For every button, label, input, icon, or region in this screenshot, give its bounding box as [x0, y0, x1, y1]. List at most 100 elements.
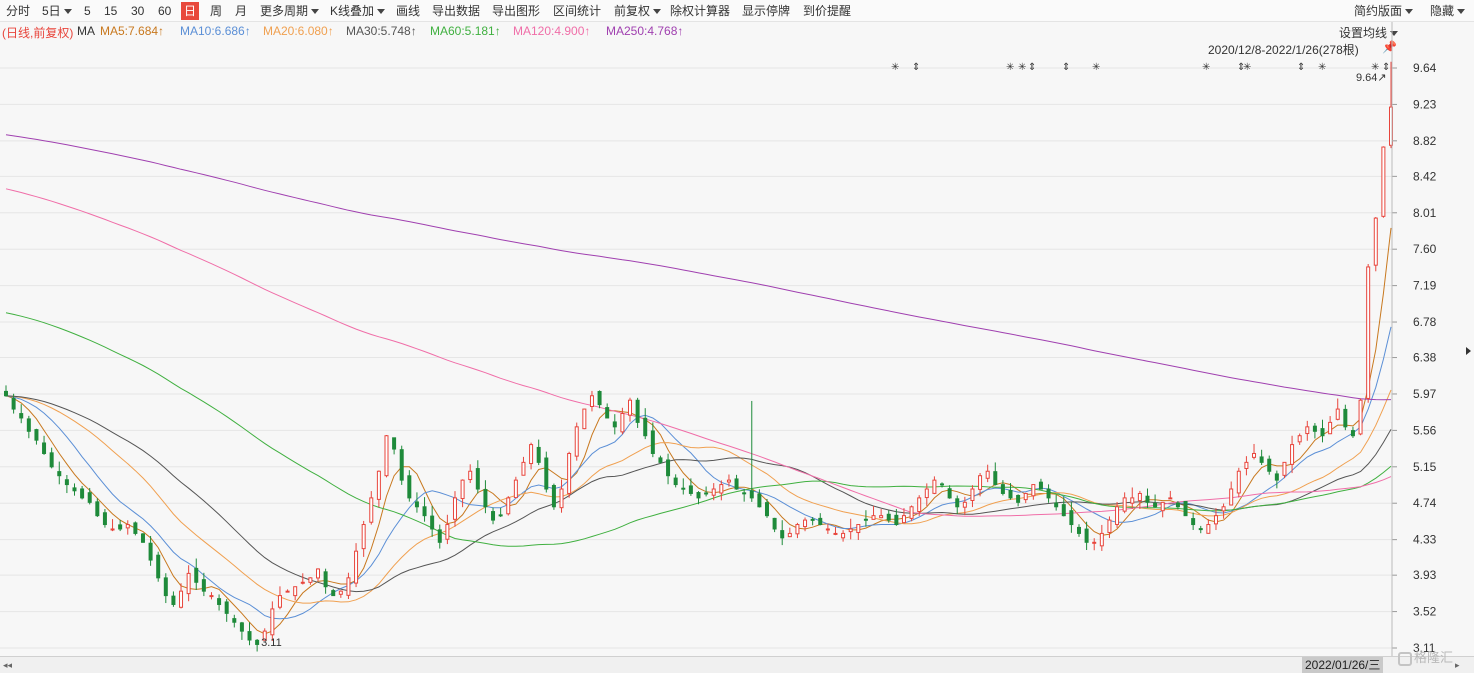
candle-body — [924, 488, 929, 499]
candle-body — [1115, 506, 1120, 525]
candle-body — [780, 530, 785, 539]
set-ma-label: 设置均线 — [1338, 26, 1387, 40]
tab-weekly[interactable]: 周 — [210, 4, 223, 18]
candle-body — [232, 618, 237, 623]
pin-icon[interactable]: 📌 — [1382, 40, 1397, 54]
candle-body — [308, 577, 313, 583]
export-data-button[interactable]: 导出数据 — [432, 4, 481, 18]
candle-body — [894, 514, 899, 526]
candle-body — [1213, 515, 1218, 525]
candle-body — [506, 497, 511, 515]
more-periods-label: 更多周期 — [260, 4, 309, 18]
tab-5day[interactable]: 5日 — [42, 3, 72, 20]
candle-body — [1130, 497, 1135, 504]
period-toolbar: 分时 5日 5 15 30 60 日 周 月 更多周期 K线叠加 画线 导出数据… — [0, 0, 1474, 22]
scroll-left-icon[interactable]: ◂◂ — [3, 660, 13, 670]
candle-body — [300, 581, 305, 584]
more-periods-menu[interactable]: 更多周期 — [260, 3, 320, 20]
y-tick-label: 8.01 — [1413, 206, 1437, 220]
candle-body — [95, 501, 100, 517]
candle-body — [430, 515, 435, 530]
candle-body — [49, 452, 54, 468]
ma30-value: MA30:5.748↑ — [346, 24, 417, 38]
scroll-right-icon[interactable]: ▸ — [1455, 660, 1460, 670]
kline-overlay-label: K线叠加 — [330, 4, 375, 18]
candle-body — [650, 430, 655, 454]
candle-body — [1145, 495, 1150, 503]
tab-intraday[interactable]: 分时 — [6, 4, 31, 18]
candle-body — [1061, 504, 1066, 517]
range-stats-button[interactable]: 区间统计 — [553, 4, 602, 18]
candle-body — [696, 492, 701, 499]
y-tick-label: 5.97 — [1413, 387, 1437, 401]
expand-right-icon[interactable] — [1466, 347, 1471, 355]
candle-body — [1099, 532, 1104, 547]
candle-body — [247, 631, 252, 641]
ma60-value: MA60:5.181↑ — [430, 24, 501, 38]
watermark-text: 格隆汇 — [1414, 650, 1454, 665]
tab-monthly[interactable]: 月 — [235, 4, 248, 18]
candle-body — [498, 514, 503, 517]
candle-body — [734, 478, 739, 490]
tab-5min[interactable]: 5 — [84, 4, 91, 18]
candle-body — [666, 459, 671, 477]
timeline-scrollbar[interactable] — [0, 656, 1474, 673]
candle-body — [1320, 428, 1325, 437]
price-alert-button[interactable]: 到价提醒 — [803, 4, 852, 18]
candle-body — [239, 622, 244, 632]
simple-layout-menu[interactable]: 简约版面 — [1354, 3, 1414, 20]
candle-body — [1092, 541, 1097, 544]
candle-body — [567, 452, 572, 494]
y-tick-label: 7.19 — [1413, 279, 1437, 293]
kline-overlay-menu[interactable]: K线叠加 — [330, 3, 386, 20]
candle-body — [711, 488, 716, 496]
ma120-value: MA120:4.900↑ — [513, 24, 591, 38]
candle-body — [1236, 470, 1241, 494]
tab-daily[interactable]: 日 — [181, 2, 200, 20]
ex-right-calculator-button[interactable]: 除权计算器 — [670, 4, 731, 18]
date-range-label: 2020/12/8-2022/1/26(278根) — [1208, 43, 1359, 57]
event-marker-icon: ⇕ — [1028, 62, 1036, 73]
candle-body — [1016, 494, 1021, 503]
candle-body — [1137, 492, 1142, 502]
chevron-down-icon — [1457, 9, 1466, 15]
candle-body — [1290, 444, 1295, 465]
set-ma-menu[interactable]: 设置均线 — [1339, 24, 1398, 41]
candle-body — [940, 483, 945, 486]
tab-15min[interactable]: 15 — [104, 4, 118, 18]
candle-body — [399, 449, 404, 481]
candle-body — [955, 498, 960, 508]
chevron-down-icon — [1405, 9, 1414, 15]
candle-body — [962, 501, 967, 508]
ma5-value: MA5:7.684↑ — [100, 24, 165, 38]
candle-body — [262, 630, 267, 641]
candle-body — [163, 577, 168, 597]
candle-body — [1221, 506, 1226, 512]
ma120-line — [5, 188, 1392, 517]
candle-body — [414, 501, 419, 508]
candle-body — [277, 595, 282, 608]
candle-body — [521, 461, 526, 476]
hide-menu[interactable]: 隐藏 — [1430, 3, 1466, 20]
y-tick-label: 4.74 — [1413, 496, 1437, 510]
event-marker-icon: ✳ — [891, 62, 899, 73]
candle-body — [574, 426, 579, 457]
candle-body — [338, 590, 343, 595]
candle-body — [475, 468, 480, 490]
candle-body — [407, 475, 412, 499]
candle-body — [422, 506, 427, 517]
candle-body — [42, 442, 47, 454]
y-tick-label: 3.11 — [1413, 641, 1436, 655]
tab-30min[interactable]: 30 — [131, 4, 145, 18]
candle-body — [1350, 430, 1355, 437]
show-suspension-button[interactable]: 显示停牌 — [742, 4, 791, 18]
export-chart-button[interactable]: 导出图形 — [492, 4, 541, 18]
tab-60min[interactable]: 60 — [158, 4, 172, 18]
candle-body — [1206, 524, 1211, 534]
ma10-line — [5, 326, 1392, 620]
adjust-mode-menu[interactable]: 前复权 — [614, 3, 662, 20]
candle-body — [787, 532, 792, 538]
candle-body — [757, 493, 762, 508]
draw-line-button[interactable]: 画线 — [396, 4, 421, 18]
